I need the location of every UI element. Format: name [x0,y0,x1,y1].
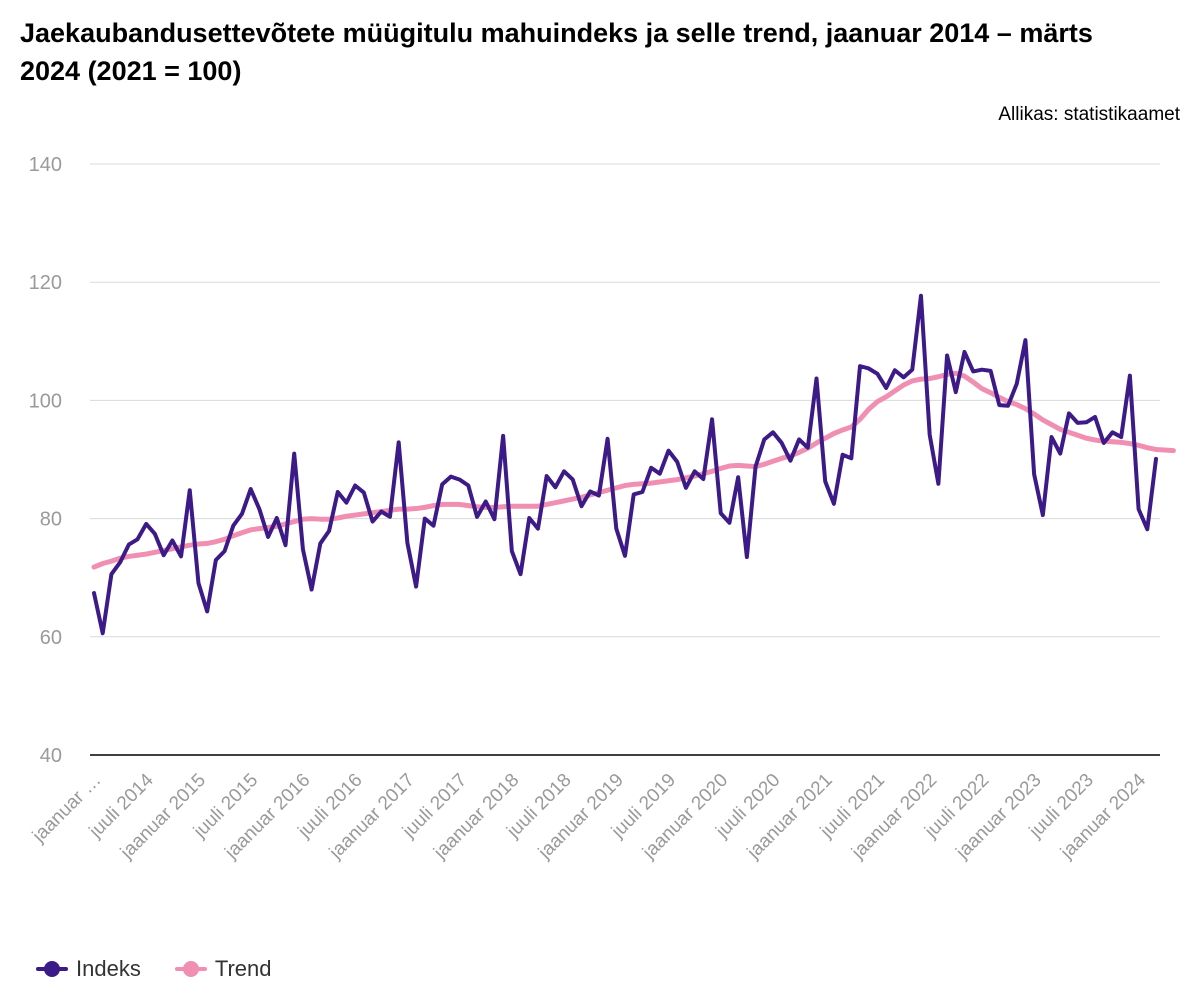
legend-label-indeks: Indeks [76,956,141,981]
chart-title: Jaekaubandusettevõtete müügitulu mahuind… [20,18,1093,86]
source-note: Allikas: statistikaamet [998,104,1180,125]
legend: Indeks Trend [36,956,271,982]
y-tick-label: 100 [29,390,62,412]
y-tick-label: 140 [29,154,62,176]
legend-label-trend: Trend [214,956,272,981]
y-tick-label: 120 [29,272,62,294]
indeks-series-line[interactable] [92,293,1158,636]
indeks-legend-marker [36,961,68,977]
legend-item-indeks[interactable]: Indeks [36,956,141,982]
trend-legend-marker [174,961,207,977]
y-tick-label: 60 [40,627,62,649]
y-tick-label: 40 [40,745,62,767]
legend-item-trend[interactable]: Trend [174,956,272,982]
y-tick-label: 80 [40,509,62,531]
